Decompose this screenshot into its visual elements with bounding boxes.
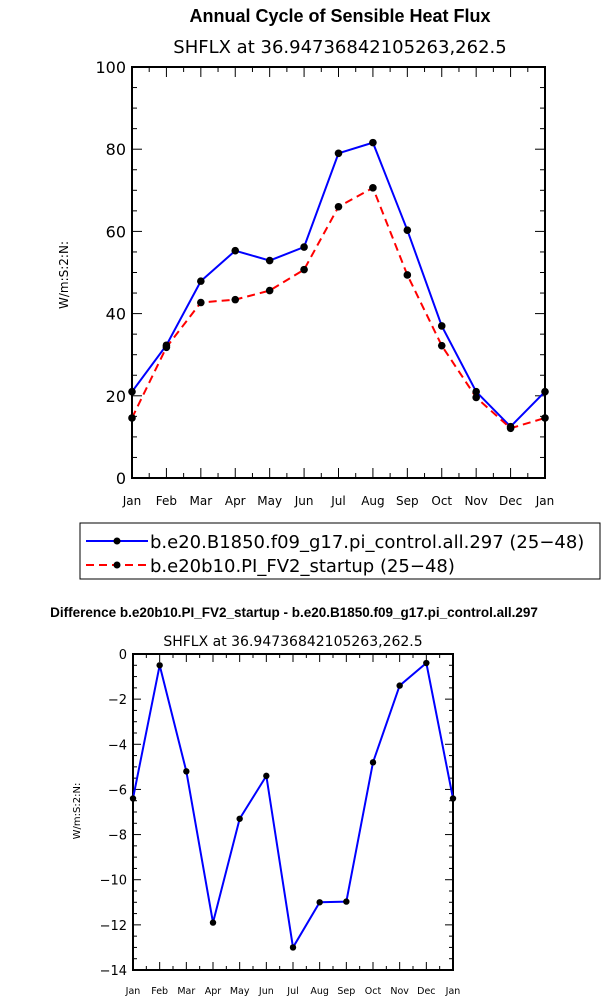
chart1-ylabel: W/m:S:2:N: xyxy=(57,241,71,309)
chart1-xtick-label: Jun xyxy=(294,494,314,508)
chart2-ytick-label: −4 xyxy=(108,738,127,753)
chart2-title: Difference b.e20b10.PI_FV2_startup - b.e… xyxy=(50,605,538,620)
chart1-series-2-point xyxy=(197,298,205,307)
difference-chart: Difference b.e20b10.PI_FV2_startup - b.e… xyxy=(50,605,538,997)
chart1-subtitle: SHFLX at 36.94736842105263,262.5 xyxy=(173,37,506,58)
chart1-series-1-point xyxy=(437,322,446,330)
chart2-xtick-label: Aug xyxy=(310,986,329,997)
legend-marker-series-1 xyxy=(113,537,121,545)
chart2-xtick-label: Jul xyxy=(286,986,298,997)
chart1-series-1-point xyxy=(300,243,308,251)
chart1-ytick-label: 0 xyxy=(116,469,126,488)
chart1-series-1-point xyxy=(403,226,412,234)
chart1-xtick-label: Dec xyxy=(499,494,522,508)
chart1-series-2-point xyxy=(231,295,240,304)
legend-box xyxy=(79,522,601,580)
chart1-series-2-point xyxy=(472,393,480,402)
chart2-xtick-label: Jun xyxy=(258,986,274,997)
chart2-ytick-label: 0 xyxy=(119,648,127,663)
chart2-ylabel: W/m:S:2:N: xyxy=(72,783,83,840)
chart1-series-1-point xyxy=(128,387,136,396)
chart1-series-2-point xyxy=(334,202,343,211)
chart2-series-1-point xyxy=(369,759,377,766)
chart2-series-1-point xyxy=(129,795,137,802)
chart2-xtick-label: Nov xyxy=(390,986,409,997)
chart1-series-line-2 xyxy=(131,186,546,430)
chart1-xtick-label: Aug xyxy=(361,494,384,508)
chart2-xtick-label: Sep xyxy=(337,986,355,997)
chart1-xtick-label: Sep xyxy=(396,494,419,508)
chart1-series-1-point xyxy=(197,277,205,285)
chart2-series-1-point xyxy=(449,795,457,802)
chart1-series-2-point xyxy=(128,414,136,422)
chart2-subtitle: SHFLX at 36.94736842105263,262.5 xyxy=(163,634,422,650)
chart1-ytick-label: 100 xyxy=(95,58,126,77)
chart2-ytick-label: −12 xyxy=(100,919,127,934)
legend-label-series-2: b.e20b10.PI_FV2_startup (25−48) xyxy=(150,556,455,577)
chart1-legend: b.e20.B1850.f09_g17.pi_control.all.297 (… xyxy=(79,522,601,580)
chart1-frame xyxy=(131,66,546,479)
chart2-ytick-label: −14 xyxy=(100,964,127,979)
chart2-series-1-point xyxy=(209,919,217,926)
chart2-xtick-label: Feb xyxy=(151,986,168,997)
chart2-series-1-point xyxy=(289,944,297,951)
chart1-xtick-label: Apr xyxy=(225,494,246,508)
chart2-ytick-label: −2 xyxy=(108,693,127,708)
chart2-xtick-label: Oct xyxy=(365,986,382,997)
chart1-ytick-label: 60 xyxy=(106,222,126,241)
chart2-series-line-1 xyxy=(132,661,454,951)
chart1-series-1-point xyxy=(541,387,549,396)
chart2-xtick-label: May xyxy=(230,986,250,997)
chart2-series-1-point xyxy=(183,768,190,775)
chart1-series-2-point xyxy=(162,343,171,352)
chart1-series-1-point xyxy=(231,246,240,255)
annual-cycle-chart: Annual Cycle of Sensible Heat Flux SHFLX… xyxy=(57,6,554,508)
chart1-series-line-1 xyxy=(131,141,546,429)
chart2-series-1-point xyxy=(343,898,350,905)
chart1-series-1-point xyxy=(472,387,480,396)
chart1-series-2-point xyxy=(541,414,549,422)
chart1-series-1-point xyxy=(369,138,377,147)
chart1-series-2-point xyxy=(369,184,377,192)
chart1-ytick-label: 20 xyxy=(106,387,126,406)
chart1-series-2-point xyxy=(437,341,446,350)
chart1-ytick-label: 80 xyxy=(106,140,126,159)
chart2-xtick-label: Apr xyxy=(205,986,222,997)
chart1-series-1-point xyxy=(334,149,343,158)
chart2-series-1-point xyxy=(423,659,430,667)
chart2-xtick-label: Jan xyxy=(125,986,141,997)
chart2-series-1-point xyxy=(156,662,163,669)
chart1-xtick-label: Oct xyxy=(431,494,452,508)
chart2-xtick-label: Jan xyxy=(445,986,461,997)
chart1-xtick-label: Feb xyxy=(156,494,177,508)
chart2-ytick-label: −10 xyxy=(100,874,127,889)
chart1-xtick-label: Jan xyxy=(535,494,555,508)
chart2-series-1-point xyxy=(263,772,270,780)
chart2-ytick-label: −8 xyxy=(108,829,127,844)
chart1-xtick-label: Nov xyxy=(464,494,487,508)
chart2-xtick-label: Dec xyxy=(417,986,435,997)
chart1-series-2-point xyxy=(300,265,308,274)
chart1-xtick-label: Jul xyxy=(330,494,345,508)
chart1-series-2-point xyxy=(265,286,274,295)
chart1-title: Annual Cycle of Sensible Heat Flux xyxy=(189,6,490,26)
chart1-series-2-point xyxy=(506,424,515,433)
chart1-series-1-point xyxy=(265,256,274,265)
chart1-xtick-label: May xyxy=(257,494,282,508)
chart2-xtick-label: Mar xyxy=(177,986,195,997)
chart2-series-1-point xyxy=(316,899,323,906)
chart2-ytick-label: −6 xyxy=(108,783,127,798)
chart2-series-1-point xyxy=(396,682,403,689)
chart1-xtick-label: Jan xyxy=(122,494,142,508)
chart1-xtick-label: Mar xyxy=(190,494,213,508)
chart1-ytick-label: 40 xyxy=(106,305,126,324)
legend-marker-series-2 xyxy=(113,561,121,569)
chart1-series-2-point xyxy=(403,271,412,279)
chart2-series-1-point xyxy=(236,815,243,822)
chart2-frame xyxy=(132,653,454,971)
legend-label-series-1: b.e20.B1850.f09_g17.pi_control.all.297 (… xyxy=(150,532,584,553)
